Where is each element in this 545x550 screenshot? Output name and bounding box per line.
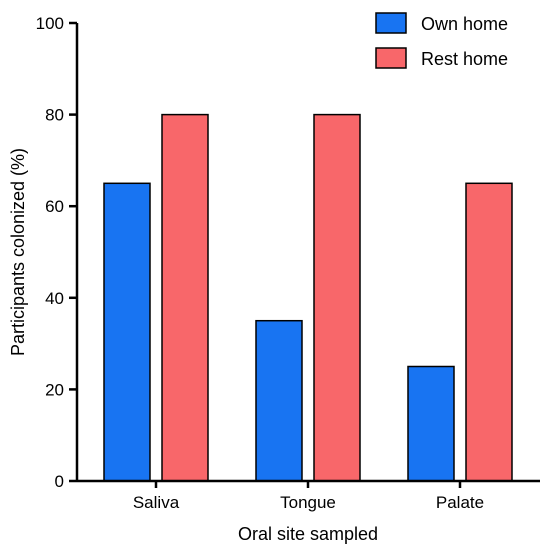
x-tick-label-tongue: Tongue	[280, 493, 336, 512]
y-tick-label-100: 100	[36, 14, 64, 33]
legend-label-own-home: Own home	[421, 14, 508, 34]
x-tick-label-saliva: Saliva	[133, 493, 180, 512]
y-tick-label-80: 80	[45, 106, 64, 125]
y-tick-label-20: 20	[45, 380, 64, 399]
bar-own-home-saliva	[103, 182, 151, 482]
bar-rest-home-saliva	[161, 113, 209, 482]
y-axis-title: Participants colonized (%)	[8, 148, 28, 356]
bar-rest-home-palate	[465, 182, 513, 482]
plot-area: 0 20 40 60 80 100 Saliva Tongue Palate	[36, 14, 540, 512]
x-tick-label-palate: Palate	[436, 493, 484, 512]
bar-own-home-palate	[407, 365, 455, 482]
bar-rest-home-tongue	[313, 113, 361, 482]
legend: Own home Rest home	[375, 12, 508, 69]
legend-swatch-own-home	[375, 12, 407, 34]
y-tick-label-0: 0	[55, 472, 64, 491]
bar-own-home-tongue	[255, 319, 303, 482]
legend-label-rest-home: Rest home	[421, 49, 508, 69]
legend-swatch-rest-home	[375, 47, 407, 69]
x-axis-title: Oral site sampled	[238, 524, 378, 544]
y-tick-label-40: 40	[45, 289, 64, 308]
y-tick-label-60: 60	[45, 197, 64, 216]
